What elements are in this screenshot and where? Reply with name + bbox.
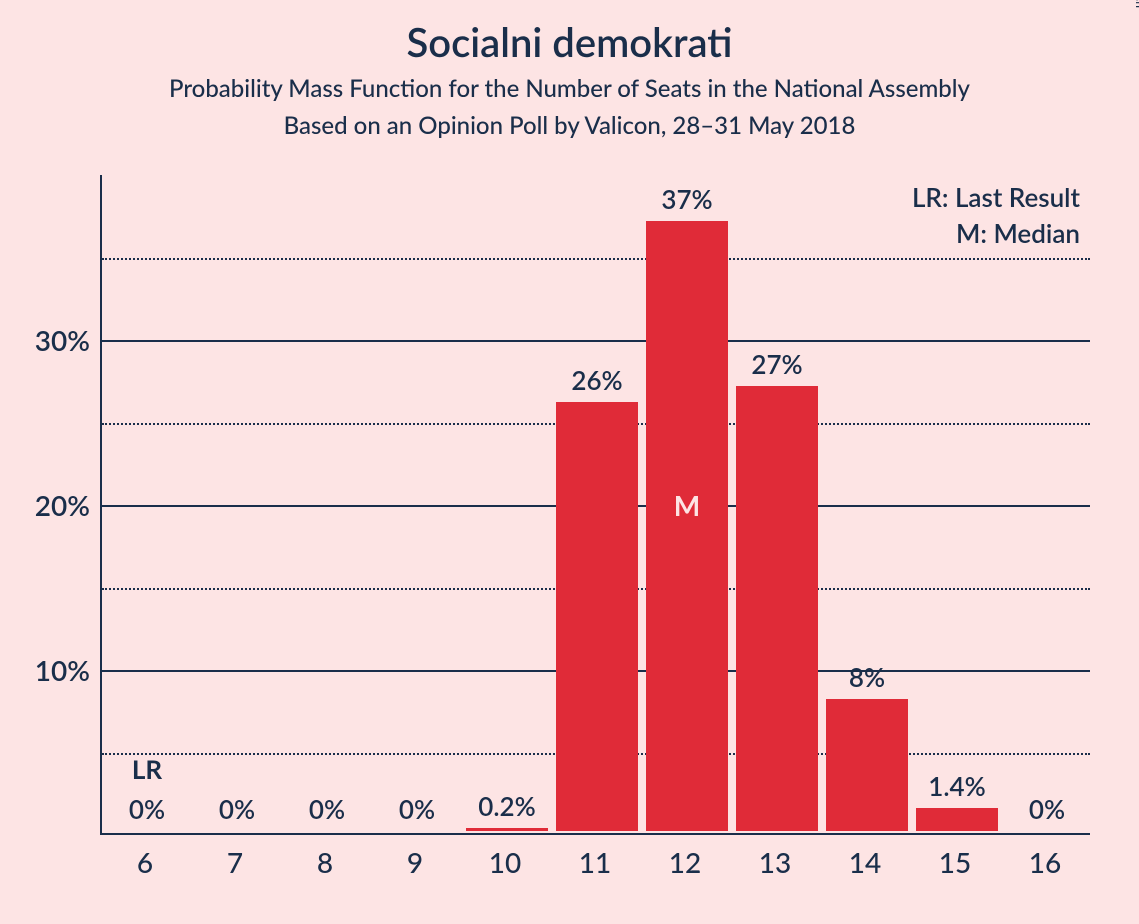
legend-lr: LR: Last Result (912, 181, 1080, 213)
x-axis-tick: 14 (849, 845, 881, 879)
bar-value-label: 0.2% (478, 790, 535, 822)
bar-value-label: 0% (129, 793, 165, 825)
bar-value-label: 0% (399, 793, 435, 825)
x-axis-tick: 10 (489, 845, 521, 879)
bar-value-label: 37% (661, 183, 712, 215)
copyright-text: © 2018 Filip van Laenen (1133, 0, 1139, 8)
bar-value-label: 8% (849, 661, 885, 693)
y-axis-tick: 30% (35, 323, 90, 357)
bar-value-label: 26% (571, 364, 622, 396)
bar (826, 699, 909, 831)
x-axis-tick: 8 (317, 845, 333, 879)
bar-value-label: 0% (219, 793, 255, 825)
x-axis-tick: 16 (1029, 845, 1061, 879)
bar (646, 221, 729, 832)
chart-subtitle: Probability Mass Function for the Number… (0, 74, 1139, 103)
bar (466, 828, 549, 831)
x-axis-tick: 7 (227, 845, 243, 879)
annotation-median: M (674, 488, 700, 522)
bar (916, 808, 999, 831)
x-axis-tick: 9 (407, 845, 423, 879)
gridline-minor (102, 258, 1090, 260)
gridline-major (102, 340, 1090, 342)
y-axis-tick: 20% (35, 488, 90, 522)
chart-title: Socialni demokrati (0, 0, 1139, 66)
bar (556, 402, 639, 831)
bar-value-label: 0% (1029, 793, 1065, 825)
legend-m: M: Median (956, 217, 1080, 249)
bar (736, 386, 819, 832)
chart-plot-area: 0% 0% 0% 0% 0.2% 26% 37% 27% 8% 1.4% 0% LR M LR: Las… (100, 175, 1090, 835)
bar-value-label: 1.4% (928, 770, 985, 802)
bar-value-label: 27% (751, 348, 802, 380)
x-axis-tick: 11 (579, 845, 611, 879)
y-axis-tick: 10% (35, 653, 90, 687)
x-axis-tick: 13 (759, 845, 791, 879)
plot-box: 0% 0% 0% 0% 0.2% 26% 37% 27% 8% 1.4% 0% LR M (100, 175, 1090, 835)
chart-subtitle2: Based on an Opinion Poll by Valicon, 28–… (0, 111, 1139, 140)
annotation-lr: LR (132, 753, 162, 785)
x-axis-tick: 15 (939, 845, 971, 879)
bar-value-label: 0% (309, 793, 345, 825)
x-axis-tick: 12 (669, 845, 701, 879)
x-axis-tick: 6 (137, 845, 153, 879)
